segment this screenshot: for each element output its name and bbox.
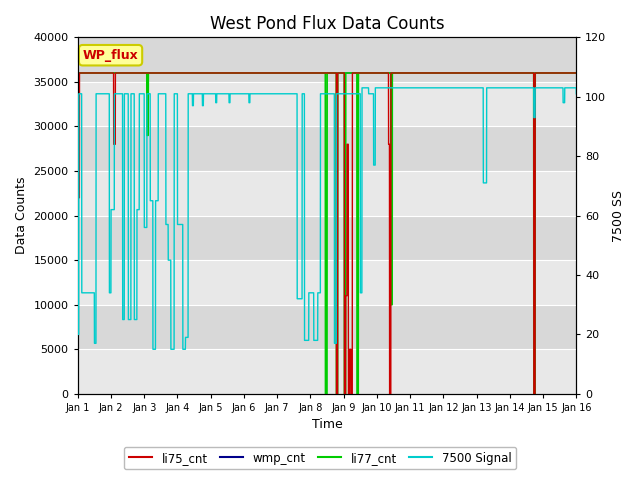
- Bar: [77, 82, 576, 126]
- Bar: [77, 260, 576, 305]
- X-axis label: Time: Time: [312, 419, 342, 432]
- Bar: [77, 349, 576, 394]
- Legend: li75_cnt, wmp_cnt, li77_cnt, 7500 Signal: li75_cnt, wmp_cnt, li77_cnt, 7500 Signal: [124, 447, 516, 469]
- Bar: [77, 216, 576, 260]
- Y-axis label: 7500 SS: 7500 SS: [612, 190, 625, 241]
- Bar: [77, 171, 576, 216]
- Y-axis label: Data Counts: Data Counts: [15, 177, 28, 254]
- Text: WP_flux: WP_flux: [83, 49, 138, 62]
- Title: West Pond Flux Data Counts: West Pond Flux Data Counts: [210, 15, 444, 33]
- Bar: [77, 37, 576, 82]
- Bar: [77, 305, 576, 349]
- Bar: [77, 126, 576, 171]
